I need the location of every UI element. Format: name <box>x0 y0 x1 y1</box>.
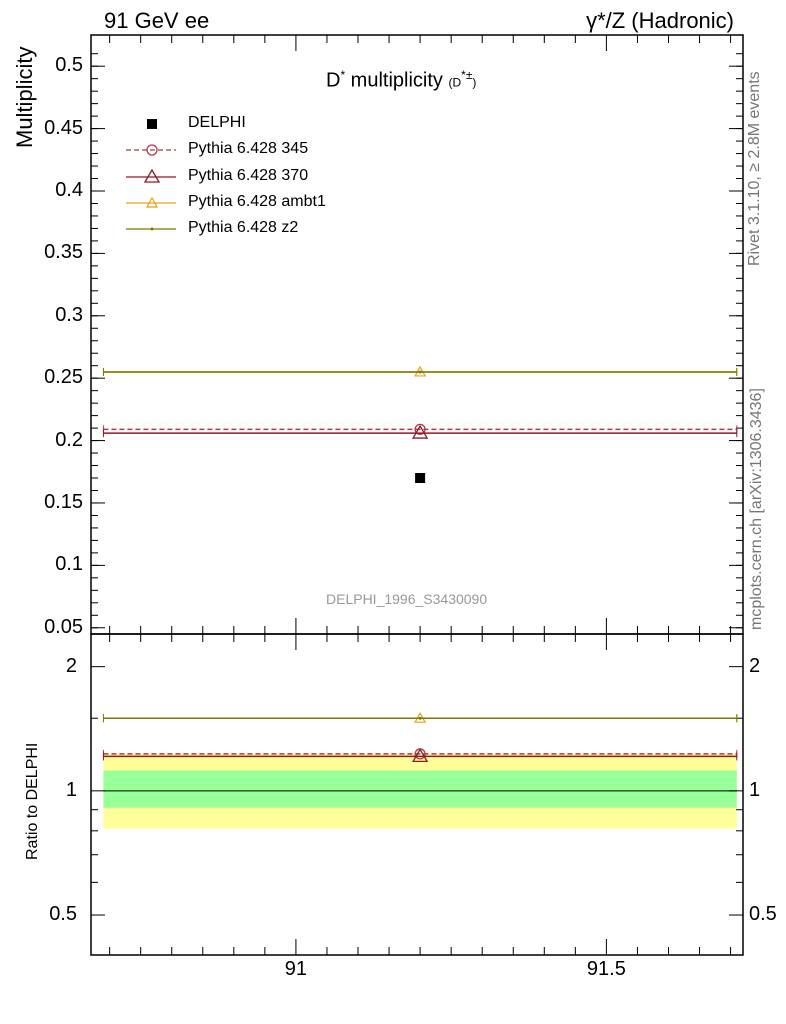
ratio-x-tick-label: 91.5 <box>586 958 626 980</box>
ratio-panel <box>90 633 744 956</box>
title-paren-sup: *± <box>461 68 473 82</box>
ratio-y-tick-label-right: 1 <box>749 778 761 801</box>
main-y-tick-label: 0.4 <box>55 178 83 201</box>
legend-marker-p370 <box>143 168 161 183</box>
ratio-band-inner <box>103 770 737 808</box>
title-rest: multiplicity <box>345 69 443 92</box>
main-y-tick-label: 0.05 <box>44 615 83 638</box>
mcplots-label: mcplots.cern.ch [arXiv:1306.3436] <box>748 388 765 630</box>
main-y-tick-label: 0.1 <box>55 553 83 576</box>
legend-label-370: Pythia 6.428 370 <box>188 167 309 184</box>
title-main: D <box>326 69 341 92</box>
main-y-tick-label: 0.25 <box>44 366 83 389</box>
ratio-point-z2 <box>418 716 422 720</box>
ratio-frame <box>90 633 744 956</box>
header-right-label: γ*/Z (Hadronic) <box>586 8 734 33</box>
ratio-y-axis-label: Ratio to DELPHI <box>24 742 41 860</box>
title-paren: (D <box>448 75 462 90</box>
ratio-point-p370 <box>411 748 429 763</box>
main-y-tick-label: 0.3 <box>55 303 83 326</box>
legend-label-345: Pythia 6.428 345 <box>188 140 309 157</box>
main-y-axis-label: Multiplicity <box>12 46 37 148</box>
ratio-y-tick-label-right: 0.5 <box>749 903 777 926</box>
ratio-y-tick-label: 1 <box>65 778 77 801</box>
main-y-tick-label: 0.2 <box>55 428 83 451</box>
ratio-y-tick-label: 0.5 <box>49 903 77 926</box>
legend-marker-ambt1 <box>145 196 159 208</box>
ratio-y-tick-label: 2 <box>65 654 77 677</box>
legend-label-delphi: DELPHI <box>188 114 246 131</box>
legend-label-z2: Pythia 6.428 z2 <box>188 219 299 236</box>
legend-marker-p345 <box>146 144 158 156</box>
data-point-p345 <box>414 423 426 435</box>
ratio-x-tick-label: 91 <box>284 958 308 980</box>
data-point-z2 <box>418 370 422 374</box>
main-y-tick-label: 0.5 <box>55 54 83 77</box>
legend-marker-z2 <box>150 227 154 231</box>
main-y-tick-label: 0.45 <box>44 116 83 139</box>
main-y-tick-label: 0.35 <box>44 241 83 264</box>
data-point-p370 <box>411 424 429 439</box>
ratio-y-tick-label-right: 2 <box>749 654 761 677</box>
main-y-tick-label: 0.15 <box>44 490 83 513</box>
chart-title: D* multiplicity (D*±) <box>326 68 476 93</box>
legend-label-ambt1: Pythia 6.428 ambt1 <box>188 193 326 210</box>
title-paren-end: ) <box>472 75 477 90</box>
data-point-data <box>415 473 426 484</box>
title-sup: * <box>340 68 346 82</box>
header-left-label: 91 GeV ee <box>104 8 210 33</box>
rivet-version-label: Rivet 3.1.10, ≥ 2.8M events <box>746 71 763 266</box>
legend-marker-data <box>147 119 157 129</box>
analysis-tag: DELPHI_1996_S3430090 <box>326 591 488 607</box>
